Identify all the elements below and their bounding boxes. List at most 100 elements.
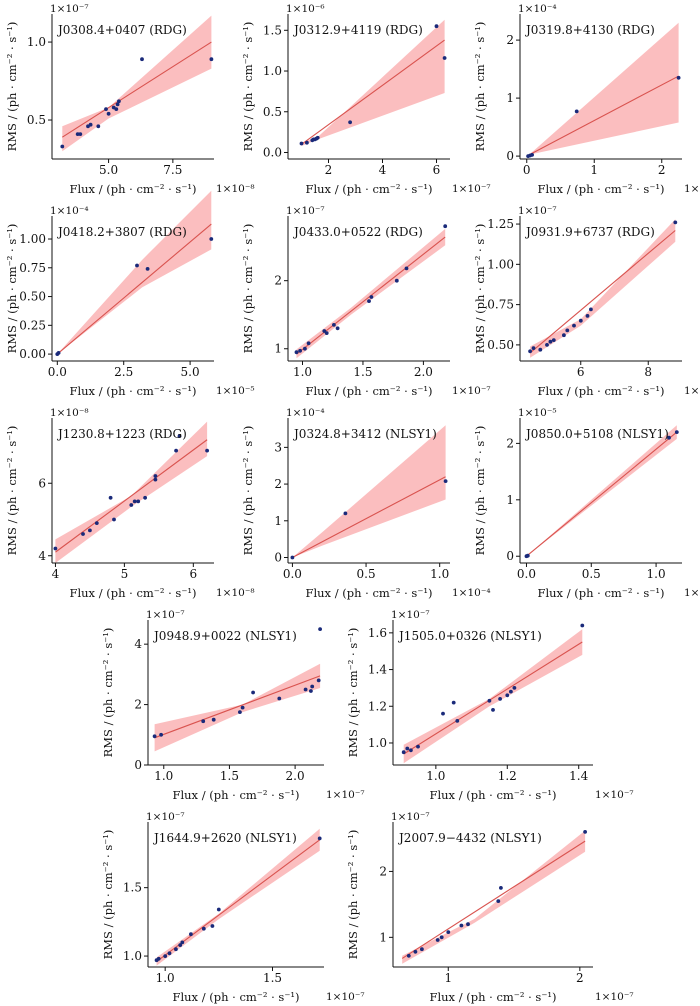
x-tick-label: 6 xyxy=(433,163,441,177)
x-tick-label: 6 xyxy=(577,365,585,379)
x-tick-label: 5.0 xyxy=(99,163,118,177)
y-tick-label: 0.50 xyxy=(19,290,46,304)
x-tick-label: 2 xyxy=(658,163,666,177)
data-point xyxy=(676,75,681,80)
data-point xyxy=(509,689,513,694)
fit-line xyxy=(55,439,208,553)
data-point xyxy=(435,938,440,942)
confidence-band xyxy=(403,629,583,764)
x-tick-label: 1.5 xyxy=(353,365,372,379)
y-exponent-label: 1×10⁻⁴ xyxy=(50,205,89,217)
data-point xyxy=(209,237,214,241)
y-tick-label: 2 xyxy=(274,477,282,491)
y-axis-title: RMS / (ph · cm⁻² · s⁻¹) xyxy=(241,22,255,152)
data-point xyxy=(140,57,144,62)
y-tick-label: 2 xyxy=(274,274,282,288)
chart-title: J0433.0+0522 (RDG) xyxy=(292,225,423,239)
chart-title: J0308.4+0407 (RDG) xyxy=(56,23,187,37)
y-tick-label: 1.25 xyxy=(487,217,514,231)
data-point xyxy=(496,899,501,903)
data-point xyxy=(528,349,532,354)
y-tick-label: 1.0 xyxy=(27,35,46,49)
y-tick-label: 1 xyxy=(274,514,282,528)
x-axis-title: Flux / (ph · cm⁻² · s⁻¹) xyxy=(429,990,556,1004)
y-tick-label: 1.0 xyxy=(123,949,142,963)
data-point xyxy=(406,953,411,958)
x-tick-label: 1 xyxy=(590,163,598,177)
data-point xyxy=(404,266,409,271)
y-tick-label: 3 xyxy=(274,440,282,454)
x-tick-label: 5 xyxy=(121,567,129,581)
chart-panel: 1.0 1.5 2.0 1 2 J0433.0+0522 (RDG) 1×10⁻⁷ 1×10⁻… xyxy=(241,205,491,398)
fit-line xyxy=(301,39,445,145)
y-tick-label: 1.0 xyxy=(263,64,282,78)
data-point xyxy=(318,627,322,631)
y-exponent-label: 1×10⁻⁸ xyxy=(50,407,89,419)
x-tick-label: 2.5 xyxy=(114,365,133,379)
x-exponent-label: 1×10⁻⁷ xyxy=(595,789,634,801)
chart-panel: 0.0 2.5 5.0 0.00 0.25 0.50 0.75 1.00 J0418.2+380… xyxy=(5,190,255,398)
data-point xyxy=(548,339,553,344)
data-point xyxy=(309,689,313,693)
data-point xyxy=(443,479,448,483)
data-point xyxy=(96,124,101,129)
chart-title: J1505.0+0326 (NLSY1) xyxy=(397,629,542,643)
y-exponent-label: 1×10⁻⁷ xyxy=(391,609,430,621)
x-tick-label: 5.0 xyxy=(181,365,200,379)
data-point xyxy=(303,687,308,692)
data-point xyxy=(589,307,593,312)
x-axis-title: Flux / (ph · cm⁻² · s⁻¹) xyxy=(537,384,664,398)
y-tick-label: 0 xyxy=(134,758,142,772)
x-exponent-label: 1×10⁻⁸ xyxy=(684,385,700,397)
x-tick-label: 0.5 xyxy=(582,567,601,581)
data-point xyxy=(565,328,570,333)
fit-line xyxy=(526,75,679,157)
data-point xyxy=(238,710,242,714)
y-axis-title: RMS / (ph · cm⁻² · s⁻¹) xyxy=(473,224,487,354)
y-axis-title: RMS / (ph · cm⁻² · s⁻¹) xyxy=(473,426,487,556)
y-exponent-label: 1×10⁻⁷ xyxy=(146,609,185,621)
data-point xyxy=(211,717,216,722)
x-tick-label: 0 xyxy=(523,163,531,177)
x-exponent-label: 1×10⁻⁵ xyxy=(216,385,255,397)
data-point xyxy=(499,886,503,890)
x-tick-label: 2 xyxy=(325,163,333,177)
data-point xyxy=(104,107,108,111)
data-point xyxy=(216,907,221,912)
fit-line xyxy=(526,431,678,557)
data-point xyxy=(572,323,576,328)
chart-title: J0312.9+4119 (RDG) xyxy=(292,23,423,37)
data-point xyxy=(316,678,321,683)
y-axis-title: RMS / (ph · cm⁻² · s⁻¹) xyxy=(241,426,255,556)
data-point xyxy=(189,932,193,937)
data-point xyxy=(409,748,413,753)
fit-line xyxy=(61,41,212,138)
x-axis-title: Flux / (ph · cm⁻² · s⁻¹) xyxy=(305,384,432,398)
data-point xyxy=(112,517,116,522)
y-exponent-label: 1×10⁻⁷ xyxy=(391,811,430,823)
chart-panel: 5.0 7.5 0.5 1.0 J0308.4+0407 (RDG) 1×10⁻⁷ 1×10… xyxy=(5,3,255,196)
data-point xyxy=(298,348,302,353)
data-point xyxy=(145,267,150,271)
data-point xyxy=(174,947,178,952)
x-tick-label: 1.0 xyxy=(647,567,666,581)
confidence-band xyxy=(292,425,446,558)
data-point xyxy=(135,263,139,268)
data-point xyxy=(310,684,315,689)
y-axis-title: RMS / (ph · cm⁻² · s⁻¹) xyxy=(5,426,19,556)
data-point xyxy=(583,830,587,834)
x-exponent-label: 1×10⁻⁷ xyxy=(326,991,365,1003)
y-tick-label: 0 xyxy=(274,550,282,564)
data-point xyxy=(505,693,510,698)
x-tick-label: 1.2 xyxy=(498,769,517,783)
y-tick-label: 1 xyxy=(506,493,514,507)
data-point xyxy=(394,278,399,283)
x-tick-label: 1.0 xyxy=(293,365,312,379)
data-point xyxy=(240,705,245,710)
data-point xyxy=(367,299,371,303)
data-point xyxy=(324,331,329,335)
data-point xyxy=(578,318,583,323)
y-exponent-label: 1×10⁻⁷ xyxy=(518,205,557,217)
y-tick-label: 0 xyxy=(506,149,514,163)
data-point xyxy=(317,836,322,841)
